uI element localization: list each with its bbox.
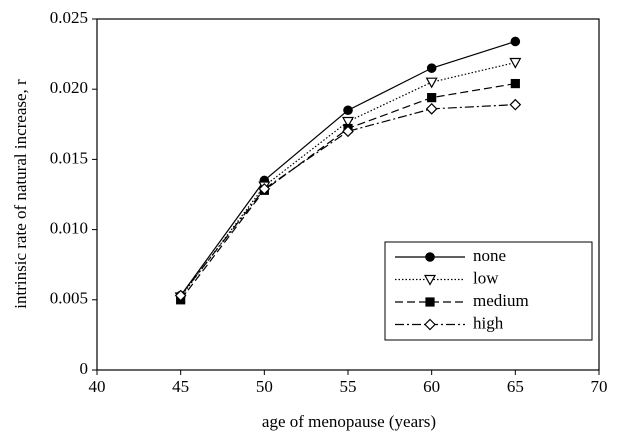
series-line xyxy=(180,104,516,296)
marker xyxy=(425,103,438,115)
y-tick-label: 0 xyxy=(80,359,89,378)
y-tick-label: 0.020 xyxy=(50,78,88,97)
legend-label: high xyxy=(473,313,504,332)
legend: none low medium high xyxy=(384,241,593,341)
x-tick-label: 50 xyxy=(256,377,273,396)
marker xyxy=(258,183,271,195)
marker xyxy=(510,36,521,47)
marker xyxy=(341,116,355,128)
marker xyxy=(425,252,435,262)
marker xyxy=(174,289,187,302)
marker xyxy=(342,125,354,138)
marker xyxy=(343,105,353,116)
marker xyxy=(425,77,438,89)
marker xyxy=(426,63,437,73)
marker xyxy=(424,318,436,331)
legend-label: none xyxy=(473,246,506,265)
y-tick-label: 0.015 xyxy=(50,148,88,167)
x-tick-label: 60 xyxy=(423,377,440,396)
x-tick-label: 70 xyxy=(591,377,608,396)
marker xyxy=(509,98,522,111)
x-tick-label: 40 xyxy=(89,377,106,396)
y-tick-label: 0.010 xyxy=(50,219,88,238)
marker xyxy=(423,274,437,286)
x-tick-label: 55 xyxy=(340,377,357,396)
x-tick-label: 45 xyxy=(172,377,189,396)
x-tick-label: 65 xyxy=(507,377,524,396)
y-axis-label: intrinsic rate of natural increase, r xyxy=(11,79,30,309)
y-tick-label: 0.025 xyxy=(50,8,88,27)
legend-label: low xyxy=(473,268,499,287)
marker xyxy=(509,57,522,69)
marker xyxy=(427,93,437,103)
marker xyxy=(425,297,435,307)
legend-label: medium xyxy=(473,291,529,310)
y-tick-label: 0.005 xyxy=(50,289,88,308)
x-axis-label: age of menopause (years) xyxy=(262,412,436,431)
legend-box xyxy=(384,241,593,341)
marker xyxy=(510,78,520,89)
